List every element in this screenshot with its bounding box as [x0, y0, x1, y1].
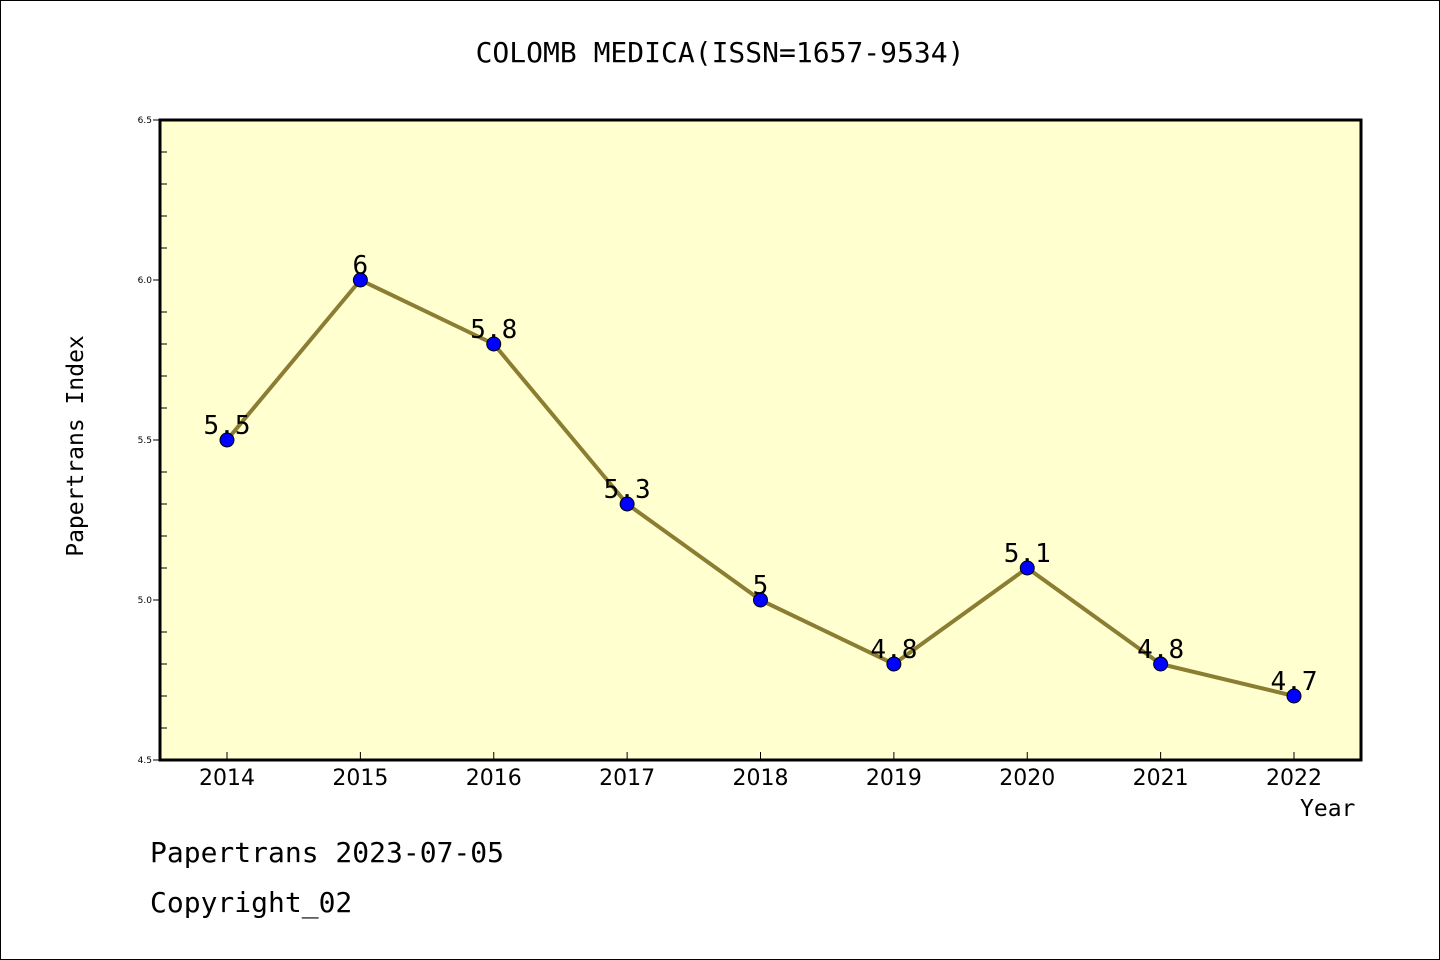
data-point — [753, 592, 768, 608]
footer-copyright: Copyright_02 — [150, 886, 353, 919]
data-point — [619, 496, 635, 512]
y-tick-label: 6.0 — [138, 276, 153, 286]
plot-border — [158, 118, 1363, 762]
y-tick-label: 5.5 — [138, 436, 152, 446]
chart-title: COLOMB MEDICA(ISSN=1657-9534) — [475, 36, 965, 69]
y-tick-label: 4.5 — [138, 756, 152, 766]
x-tick-label: 2019 — [866, 766, 922, 791]
data-point — [1286, 688, 1302, 704]
x-tick-label: 2015 — [332, 766, 388, 791]
y-tick-label: 6.5 — [138, 116, 152, 126]
data-point — [1153, 656, 1169, 672]
data-label: 4.8 — [1137, 635, 1184, 665]
data-point — [1019, 560, 1035, 576]
x-tick-label: 2017 — [599, 766, 655, 791]
x-axis-label: Year — [1300, 796, 1356, 822]
x-tick-label: 2022 — [1266, 766, 1322, 791]
x-tick-label: 2016 — [466, 766, 522, 791]
data-label: 6 — [353, 251, 369, 281]
footer-date: Papertrans 2023-07-05 — [150, 836, 505, 869]
data-point — [352, 272, 368, 288]
x-tick-label: 2021 — [1133, 766, 1189, 791]
x-tick-label: 2018 — [733, 766, 789, 791]
data-label: 5 — [753, 571, 769, 601]
data-point — [486, 336, 502, 352]
x-tick-label: 2014 — [199, 766, 255, 791]
plot-area — [160, 120, 1361, 760]
data-point — [886, 656, 902, 672]
data-label: 5.8 — [470, 315, 517, 345]
data-label: 5.5 — [204, 411, 251, 441]
data-label: 4.8 — [870, 635, 917, 665]
y-tick-label: 5.0 — [138, 596, 153, 606]
x-tick-label: 2020 — [999, 766, 1055, 791]
data-point — [219, 432, 235, 448]
data-label: 4.7 — [1271, 667, 1318, 697]
data-label: 5.3 — [604, 475, 651, 505]
data-label: 5.1 — [1004, 539, 1051, 569]
